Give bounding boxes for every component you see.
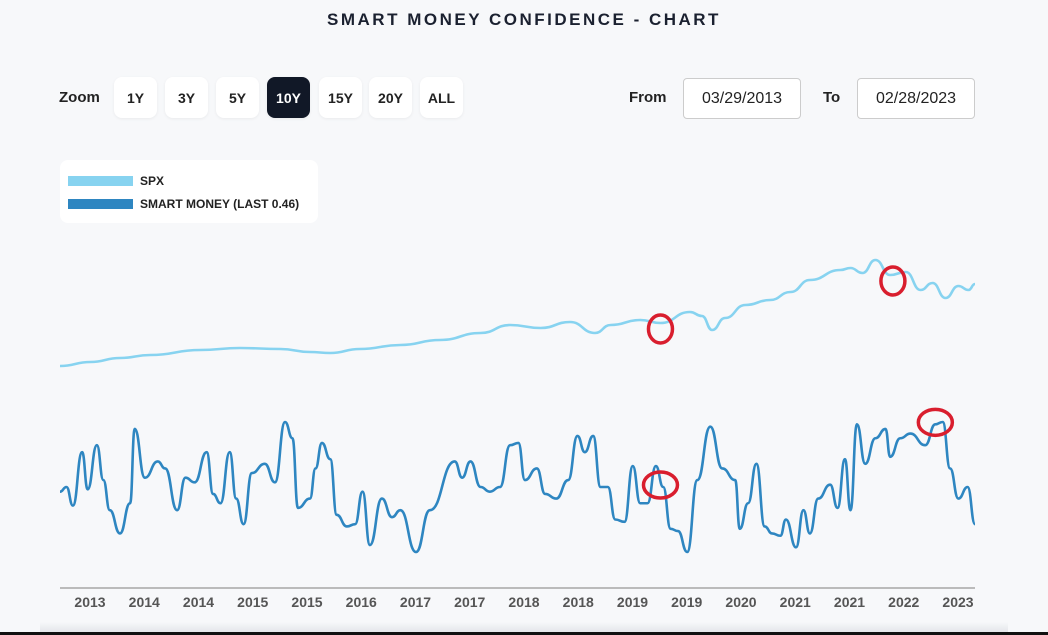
to-label: To bbox=[823, 89, 841, 106]
x-tick-label: 2016 bbox=[346, 594, 377, 610]
x-tick-label: 2017 bbox=[400, 594, 431, 610]
legend-swatch-smart-money bbox=[68, 199, 133, 209]
zoom-button-3y[interactable]: 3Y bbox=[165, 77, 208, 118]
legend-label-spx: SPX bbox=[140, 174, 165, 188]
x-tick-label: 2020 bbox=[725, 594, 756, 610]
x-tick-label: 2019 bbox=[671, 594, 702, 610]
zoom-label: Zoom bbox=[59, 89, 100, 106]
chart-legend: SPX SMART MONEY (LAST 0.46) bbox=[60, 160, 318, 223]
x-tick-label: 2015 bbox=[291, 594, 322, 610]
legend-swatch-spx bbox=[68, 176, 133, 186]
page-title: SMART MONEY CONFIDENCE - CHART bbox=[327, 10, 721, 29]
smart-money-line[interactable] bbox=[59, 420, 977, 554]
x-tick-label: 2022 bbox=[888, 594, 919, 610]
zoom-button-20y[interactable]: 20Y bbox=[369, 77, 412, 118]
x-tick-label: 2019 bbox=[617, 594, 648, 610]
legend-item-smart-money[interactable]: SMART MONEY (LAST 0.46) bbox=[68, 197, 299, 211]
panel-edge bbox=[40, 622, 1008, 632]
legend-label-smart-money: SMART MONEY (LAST 0.46) bbox=[140, 197, 300, 211]
x-tick-label: 2015 bbox=[237, 594, 268, 610]
zoom-button-all[interactable]: ALL bbox=[420, 77, 463, 118]
zoom-button-1y[interactable]: 1Y bbox=[114, 77, 157, 118]
x-tick-label: 2018 bbox=[563, 594, 594, 610]
annotation-circle bbox=[916, 407, 955, 438]
annotation-circle bbox=[879, 265, 907, 297]
x-tick-label: 2014 bbox=[183, 594, 214, 610]
annotation-circle bbox=[646, 313, 675, 345]
zoom-button-5y[interactable]: 5Y bbox=[216, 77, 259, 118]
legend-item-spx[interactable]: SPX bbox=[68, 174, 164, 188]
window-edge bbox=[0, 632, 1048, 635]
x-tick-label: 2021 bbox=[780, 594, 811, 610]
to-date-input[interactable]: 02/28/2023 bbox=[857, 78, 975, 119]
x-tick-label: 2017 bbox=[454, 594, 485, 610]
x-tick-label: 2013 bbox=[74, 594, 105, 610]
zoom-button-15y[interactable]: 15Y bbox=[319, 77, 362, 118]
spx-line[interactable] bbox=[59, 258, 976, 368]
x-tick-label: 2021 bbox=[834, 594, 865, 610]
annotation-circle bbox=[641, 470, 680, 500]
x-tick-label: 2014 bbox=[129, 594, 160, 610]
zoom-button-10y[interactable]: 10Y bbox=[267, 77, 310, 118]
from-label: From bbox=[629, 89, 667, 106]
x-tick-label: 2018 bbox=[508, 594, 539, 610]
x-tick-label: 2023 bbox=[942, 594, 973, 610]
from-date-input[interactable]: 03/29/2013 bbox=[683, 78, 801, 119]
